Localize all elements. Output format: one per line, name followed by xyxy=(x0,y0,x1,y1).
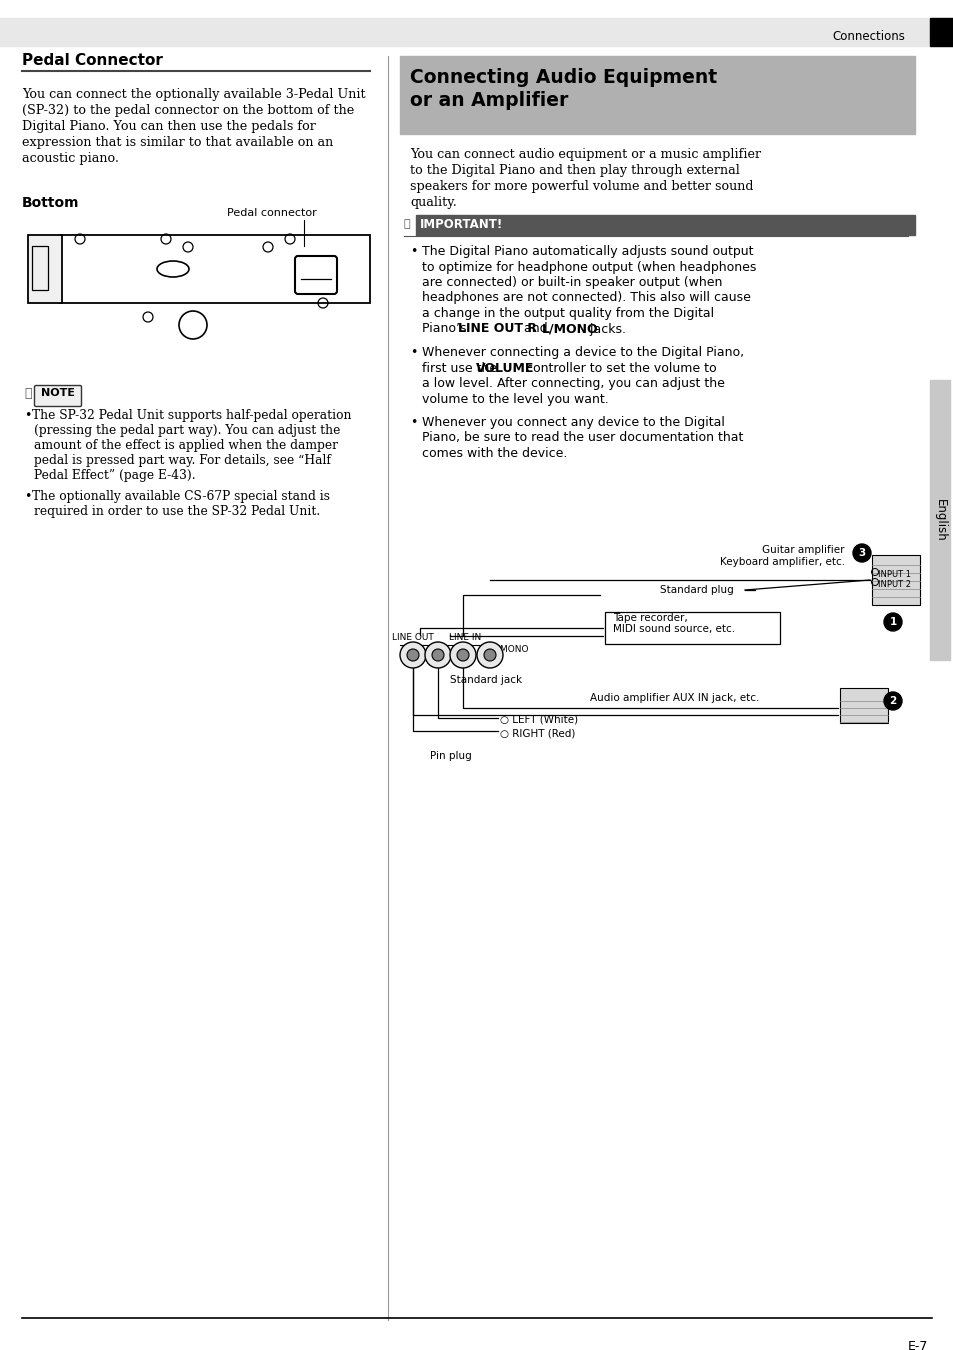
Text: 2: 2 xyxy=(888,697,896,706)
Bar xyxy=(32,246,48,290)
Text: English: English xyxy=(933,498,945,541)
Text: acoustic piano.: acoustic piano. xyxy=(22,153,119,165)
Bar xyxy=(399,55,914,134)
Text: volume to the level you want.: volume to the level you want. xyxy=(421,393,608,405)
Text: LINE IN: LINE IN xyxy=(449,633,480,643)
Text: 1: 1 xyxy=(888,617,896,626)
Text: first use the: first use the xyxy=(421,362,500,374)
Text: Standard jack: Standard jack xyxy=(450,675,521,684)
Bar xyxy=(28,235,62,302)
Text: L/MONO: L/MONO xyxy=(491,645,528,653)
Text: Pedal Effect” (page E-43).: Pedal Effect” (page E-43). xyxy=(34,468,195,482)
Bar xyxy=(604,612,780,644)
Text: Whenever you connect any device to the Digital: Whenever you connect any device to the D… xyxy=(421,416,724,429)
Text: Bottom: Bottom xyxy=(22,196,79,211)
Text: (pressing the pedal part way). You can adjust the: (pressing the pedal part way). You can a… xyxy=(34,424,340,437)
Text: Audio amplifier AUX IN jack, etc.: Audio amplifier AUX IN jack, etc. xyxy=(589,693,759,703)
Text: MIDI sound source, etc.: MIDI sound source, etc. xyxy=(613,624,735,634)
Circle shape xyxy=(432,649,443,662)
Text: quality.: quality. xyxy=(410,196,456,209)
Circle shape xyxy=(407,649,418,662)
Circle shape xyxy=(399,643,426,668)
Text: (SP-32) to the pedal connector on the bottom of the: (SP-32) to the pedal connector on the bo… xyxy=(22,104,354,117)
Text: LINE OUT R: LINE OUT R xyxy=(457,323,537,336)
FancyBboxPatch shape xyxy=(34,386,81,406)
Text: E-7: E-7 xyxy=(906,1341,927,1350)
Text: •: • xyxy=(410,346,416,359)
Text: •: • xyxy=(410,416,416,429)
Text: speakers for more powerful volume and better sound: speakers for more powerful volume and be… xyxy=(410,180,753,193)
Text: Piano, be sure to read the user documentation that: Piano, be sure to read the user document… xyxy=(421,432,742,444)
Text: Digital Piano. You can then use the pedals for: Digital Piano. You can then use the peda… xyxy=(22,120,315,134)
Circle shape xyxy=(883,613,901,630)
Text: comes with the device.: comes with the device. xyxy=(421,447,567,460)
Circle shape xyxy=(424,643,451,668)
Text: Tape recorder,: Tape recorder, xyxy=(613,613,687,622)
Text: Pedal Connector: Pedal Connector xyxy=(22,53,163,68)
Bar xyxy=(60,235,370,302)
Text: •: • xyxy=(410,244,416,258)
Text: VOLUME: VOLUME xyxy=(476,362,534,374)
Text: Standard plug: Standard plug xyxy=(659,585,733,595)
Text: amount of the effect is applied when the damper: amount of the effect is applied when the… xyxy=(34,439,337,452)
Text: Pedal connector: Pedal connector xyxy=(227,208,316,217)
Text: Whenever connecting a device to the Digital Piano,: Whenever connecting a device to the Digi… xyxy=(421,346,743,359)
Text: Guitar amplifier: Guitar amplifier xyxy=(761,545,844,555)
Bar xyxy=(929,18,953,46)
Text: INPUT 1: INPUT 1 xyxy=(877,570,910,579)
Bar xyxy=(840,688,887,724)
Text: controller to set the volume to: controller to set the volume to xyxy=(521,362,716,374)
Bar xyxy=(0,18,953,46)
Circle shape xyxy=(476,643,502,668)
Circle shape xyxy=(852,544,870,562)
Text: jacks.: jacks. xyxy=(585,323,625,336)
Text: LINE OUT: LINE OUT xyxy=(392,633,434,643)
Text: pedal is pressed part way. For details, see “Half: pedal is pressed part way. For details, … xyxy=(34,454,331,467)
Bar xyxy=(416,215,914,235)
Text: to optimize for headphone output (when headphones: to optimize for headphone output (when h… xyxy=(421,261,756,274)
Text: 👍: 👍 xyxy=(403,219,410,230)
Text: Connections: Connections xyxy=(831,31,904,43)
Text: a low level. After connecting, you can adjust the: a low level. After connecting, you can a… xyxy=(421,377,724,390)
Circle shape xyxy=(456,649,469,662)
Text: L/MONO: L/MONO xyxy=(541,323,598,336)
Text: 📝: 📝 xyxy=(24,387,31,400)
Text: headphones are not connected). This also will cause: headphones are not connected). This also… xyxy=(421,292,750,305)
Text: Pin plug: Pin plug xyxy=(430,751,471,761)
Text: 3: 3 xyxy=(858,548,864,558)
Text: •: • xyxy=(24,409,31,423)
Text: The SP-32 Pedal Unit supports half-pedal operation: The SP-32 Pedal Unit supports half-pedal… xyxy=(32,409,351,423)
Circle shape xyxy=(483,649,496,662)
Text: You can connect the optionally available 3-Pedal Unit: You can connect the optionally available… xyxy=(22,88,365,101)
Circle shape xyxy=(450,643,476,668)
Bar xyxy=(929,379,949,660)
Text: IMPORTANT!: IMPORTANT! xyxy=(419,217,503,231)
Text: Keyboard amplifier, etc.: Keyboard amplifier, etc. xyxy=(720,558,844,567)
Text: NOTE: NOTE xyxy=(41,387,75,398)
Text: INPUT 2: INPUT 2 xyxy=(877,580,910,589)
Text: ○ RIGHT (Red): ○ RIGHT (Red) xyxy=(499,728,575,738)
Text: Connecting Audio Equipment: Connecting Audio Equipment xyxy=(410,68,717,86)
Text: are connected) or built-in speaker output (when: are connected) or built-in speaker outpu… xyxy=(421,275,721,289)
Text: ○ LEFT (White): ○ LEFT (White) xyxy=(499,716,578,725)
Bar xyxy=(871,555,919,605)
Text: •: • xyxy=(24,490,31,504)
Text: Piano’s: Piano’s xyxy=(421,323,470,336)
Text: expression that is similar to that available on an: expression that is similar to that avail… xyxy=(22,136,333,148)
Text: a change in the output quality from the Digital: a change in the output quality from the … xyxy=(421,306,714,320)
Text: The Digital Piano automatically adjusts sound output: The Digital Piano automatically adjusts … xyxy=(421,244,753,258)
Text: to the Digital Piano and then play through external: to the Digital Piano and then play throu… xyxy=(410,163,740,177)
Text: and: and xyxy=(519,323,551,336)
Circle shape xyxy=(883,693,901,710)
Text: You can connect audio equipment or a music amplifier: You can connect audio equipment or a mus… xyxy=(410,148,760,161)
Text: The optionally available CS-67P special stand is: The optionally available CS-67P special … xyxy=(32,490,330,504)
Text: or an Amplifier: or an Amplifier xyxy=(410,90,568,109)
Text: required in order to use the SP-32 Pedal Unit.: required in order to use the SP-32 Pedal… xyxy=(34,505,320,518)
